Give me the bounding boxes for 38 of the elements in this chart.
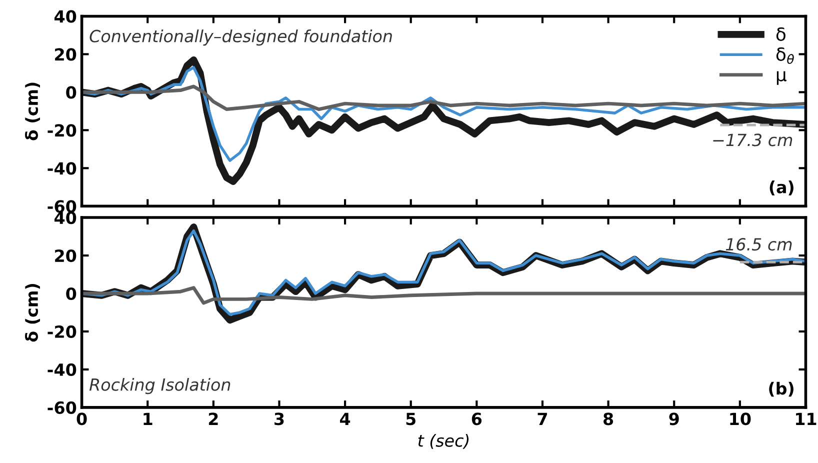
x-tick-label: 4 xyxy=(340,412,350,425)
legend-label: δ$_{θ}$ xyxy=(776,47,794,64)
y-axis-title: δ (cm) xyxy=(25,284,40,342)
y-tick-label: -20 xyxy=(48,325,76,338)
y-tick-label: -20 xyxy=(48,124,76,137)
y-tick-label: -40 xyxy=(48,162,76,175)
x-tick-label: 10 xyxy=(730,412,751,426)
line-series xyxy=(82,84,806,111)
y-tick-label: -60 xyxy=(48,401,76,414)
text: Rocking Isolation xyxy=(89,378,230,394)
annotation: (b) xyxy=(769,382,794,397)
y-tick-label: 0 xyxy=(66,86,76,99)
x-tick-label: 6 xyxy=(472,412,482,426)
y-tick-label: -60 xyxy=(48,200,76,213)
annotation: 16.5 cm xyxy=(726,238,792,251)
x-tick-label: 5 xyxy=(406,412,416,426)
x-tick-label: 1 xyxy=(144,412,152,425)
y-tick-label: 20 xyxy=(55,48,76,61)
annotation: (a) xyxy=(770,180,794,196)
y-tick-label: 40 xyxy=(54,211,76,224)
y-axis-title: δ (cm) xyxy=(25,82,40,140)
y-tick-label: 40 xyxy=(54,10,76,23)
x-tick-label: 7 xyxy=(538,412,547,425)
legend-label: μ xyxy=(776,71,786,85)
y-tick-label: 0 xyxy=(66,287,76,300)
x-tick-label: 11 xyxy=(796,412,816,425)
x-tick-label: 8 xyxy=(604,412,614,426)
x-tick-label: 0 xyxy=(76,412,87,426)
text: Conventionally–designed foundation xyxy=(90,30,392,46)
annotation: −17.3 cm xyxy=(713,134,792,146)
x-tick-label: 2 xyxy=(208,412,218,425)
line-series xyxy=(82,286,806,305)
x-tick-label: 9 xyxy=(669,412,679,426)
y-tick-label: -40 xyxy=(48,363,76,376)
x-tick-label: 3 xyxy=(274,412,284,426)
legend-label: δ xyxy=(776,27,786,42)
x-axis-title: t (sec) xyxy=(418,434,469,449)
y-tick-label: 20 xyxy=(55,249,76,262)
